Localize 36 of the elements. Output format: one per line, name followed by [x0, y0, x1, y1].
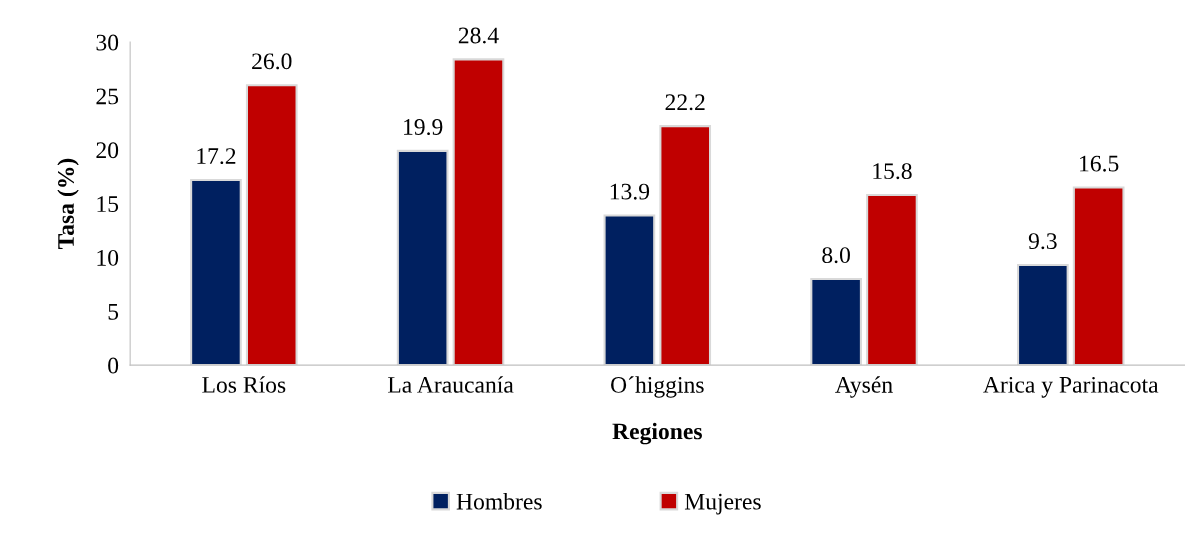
- y-tick-label: 25: [96, 88, 119, 105]
- data-label: 15.8: [873, 163, 912, 180]
- bar: [659, 125, 712, 366]
- bar: [866, 193, 918, 366]
- bar: [1016, 263, 1069, 366]
- y-tick-label: 20: [96, 142, 119, 159]
- data-label: 19.9: [404, 119, 443, 136]
- data-label: 17.2: [197, 148, 236, 165]
- bar: [603, 214, 656, 366]
- x-tick-label: La Araucanía: [387, 376, 514, 393]
- bar: [396, 149, 449, 366]
- x-tick-label: O´higgins: [611, 376, 704, 398]
- bar: [1072, 186, 1125, 366]
- data-label: 13.9: [610, 183, 650, 200]
- y-tick-label: 10: [97, 249, 119, 266]
- x-tick-label: Los Ríos: [202, 376, 286, 393]
- bar: [245, 84, 298, 366]
- data-label: 9.3: [1028, 233, 1057, 250]
- y-tick-label: 0: [108, 357, 119, 374]
- x-tick-label: Aysén: [835, 376, 893, 398]
- data-label: 26.0: [252, 53, 292, 70]
- y-tick-label: 15: [97, 196, 119, 213]
- bar: [452, 58, 505, 366]
- legend-label: Mujeres: [684, 493, 761, 515]
- y-tick-label: 5: [108, 304, 119, 320]
- bar: [190, 178, 242, 366]
- data-label: 28.4: [458, 27, 499, 44]
- y-tick-label: 30: [96, 34, 119, 51]
- y-axis-title: Tasa (%): [57, 158, 79, 250]
- data-label: 16.5: [1080, 155, 1119, 172]
- data-label: 22.2: [665, 94, 705, 111]
- legend-label: Hombres: [456, 493, 542, 510]
- x-tick-label: Arica y Parinacota: [983, 376, 1159, 398]
- data-label: 8.0: [822, 247, 850, 264]
- x-axis-title: Regiones: [612, 422, 702, 445]
- bar: [810, 277, 862, 366]
